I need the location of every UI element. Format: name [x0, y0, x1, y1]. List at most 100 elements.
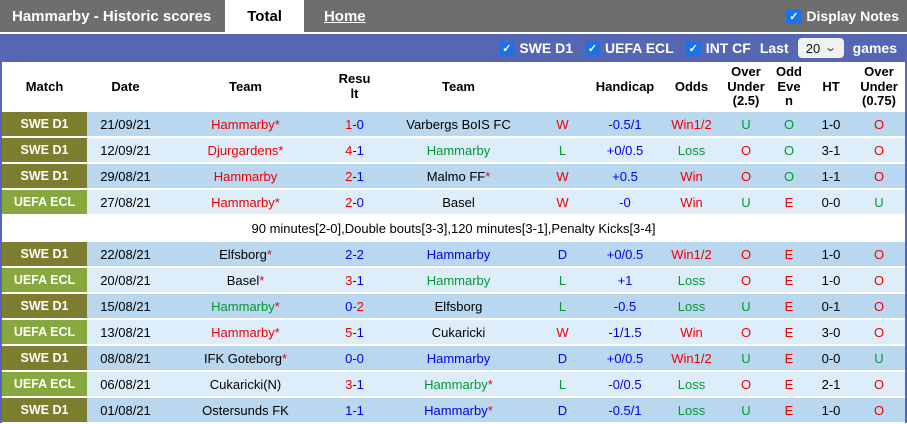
- result-letter-cell: L: [535, 268, 590, 292]
- score-away: 0: [356, 350, 364, 366]
- score-away: 1: [356, 324, 364, 340]
- team-name: Varbergs BoIS FC: [406, 116, 511, 132]
- away-team-cell: Hammarby: [382, 138, 535, 162]
- ht-cell: 1-0: [809, 268, 853, 292]
- games-label: games: [852, 40, 897, 56]
- home-team-cell: Hammarby*: [164, 190, 327, 214]
- away-team-cell: Cukaricki: [382, 320, 535, 344]
- score-away: 0: [356, 116, 364, 132]
- score-cell: 4-1: [327, 138, 382, 162]
- odd-even-cell: E: [769, 398, 809, 422]
- score-home: 2: [345, 168, 353, 184]
- date-cell: 20/08/21: [87, 268, 164, 292]
- checkbox-checked-icon[interactable]: ✓: [786, 8, 802, 24]
- display-notes-toggle[interactable]: ✓ Display Notes: [786, 0, 907, 32]
- results-table-body: SWE D1 21/09/21 Hammarby* 1-0 Varbergs BoIS …: [2, 112, 905, 422]
- handicap-cell: -0.5: [590, 294, 660, 318]
- team-name: Hammarby: [424, 402, 488, 418]
- team-name: Hammarby: [211, 194, 275, 210]
- odds-cell: Loss: [660, 294, 723, 318]
- over-under-0-75-cell: O: [853, 372, 905, 396]
- home-team-cell: Hammarby*: [164, 112, 327, 136]
- league-badge: UEFA ECL: [2, 268, 87, 292]
- result-letter-cell: D: [535, 346, 590, 370]
- star-icon: *: [487, 376, 493, 392]
- score-away: 2: [356, 246, 364, 262]
- league-filter-swe-d1[interactable]: ✓ SWE D1: [499, 40, 573, 56]
- checkbox-checked-icon[interactable]: ✓: [685, 40, 701, 56]
- ht-cell: 1-0: [809, 398, 853, 422]
- score-home: 1: [345, 402, 353, 418]
- last-games-select[interactable]: 20 ⌄: [797, 38, 844, 58]
- result-letter-cell: L: [535, 294, 590, 318]
- ht-cell: 2-1: [809, 372, 853, 396]
- ht-cell: 1-0: [809, 242, 853, 266]
- odds-cell: Win1/2: [660, 242, 723, 266]
- home-team-cell: IFK Goteborg*: [164, 346, 327, 370]
- score-away: 1: [356, 168, 364, 184]
- odds-cell: Win: [660, 164, 723, 188]
- date-cell: 08/08/21: [87, 346, 164, 370]
- handicap-cell: -0/0.5: [590, 372, 660, 396]
- team-name: Elfsborg: [434, 298, 483, 314]
- date-cell: 06/08/21: [87, 372, 164, 396]
- handicap-cell: +0/0.5: [590, 346, 660, 370]
- handicap-cell: +0.5: [590, 164, 660, 188]
- checkbox-checked-icon[interactable]: ✓: [585, 40, 601, 56]
- score-cell: 3-1: [327, 268, 382, 292]
- star-icon: *: [278, 142, 284, 158]
- league-badge: SWE D1: [2, 398, 87, 422]
- table-row: SWE D1 29/08/21 Hammarby 2-1 Malmo FF* W +0.5 W…: [2, 164, 905, 188]
- team-name: Hammarby: [211, 116, 275, 132]
- score-cell: 3-1: [327, 372, 382, 396]
- league-badge: SWE D1: [2, 346, 87, 370]
- odd-even-cell: O: [769, 164, 809, 188]
- ht-cell: 1-0: [809, 112, 853, 136]
- over-under-2-5-cell: U: [723, 398, 769, 422]
- team-name: Malmo FF: [426, 168, 486, 184]
- team-name: Hammarby: [213, 168, 278, 184]
- ht-cell: 0-1: [809, 294, 853, 318]
- league-filters: ✓ SWE D1 ✓ UEFA ECL ✓ INT CF: [499, 40, 751, 56]
- odds-cell: Win1/2: [660, 112, 723, 136]
- league-filter-int-cf[interactable]: ✓ INT CF: [685, 40, 751, 56]
- odd-even-cell: E: [769, 372, 809, 396]
- table-row: SWE D1 01/08/21 Ostersunds FK 1-1 Hammarby* D…: [2, 398, 905, 422]
- score-home: 2: [345, 246, 353, 262]
- checkbox-checked-icon[interactable]: ✓: [499, 40, 515, 56]
- table-wrap: Match Date Team Result Team Handicap Odds Over …: [0, 62, 907, 423]
- tab-total[interactable]: Total: [225, 0, 304, 32]
- league-filter-uefa-ecl[interactable]: ✓ UEFA ECL: [585, 40, 674, 56]
- table-row: SWE D1 15/08/21 Hammarby* 0-2 Elfsborg L -0.5 L…: [2, 294, 905, 318]
- team-name: Hammarby: [424, 376, 488, 392]
- over-under-0-75-cell: U: [853, 346, 905, 370]
- over-under-2-5-cell: O: [723, 164, 769, 188]
- over-under-0-75-cell: O: [853, 398, 905, 422]
- column-header: Odds: [674, 78, 709, 94]
- odds-cell: Win: [660, 190, 723, 214]
- over-under-0-75-cell: O: [853, 138, 905, 162]
- handicap-cell: +1: [590, 268, 660, 292]
- over-under-0-75-cell: O: [853, 164, 905, 188]
- over-under-2-5-cell: U: [723, 346, 769, 370]
- column-header: Odd Even: [776, 64, 802, 109]
- date-cell: 22/08/21: [87, 242, 164, 266]
- score-dash: -: [352, 402, 357, 418]
- table-row: UEFA ECL 27/08/21 Hammarby* 2-0 Basel W -0 Win U…: [2, 190, 905, 214]
- column-header: Handicap: [595, 78, 655, 94]
- ht-cell: 3-0: [809, 320, 853, 344]
- score-away: 1: [356, 402, 364, 418]
- date-cell: 27/08/21: [87, 190, 164, 214]
- away-team-cell: Hammarby*: [382, 398, 535, 422]
- team-name: Djurgardens: [207, 142, 279, 158]
- handicap-cell: -0: [590, 190, 660, 214]
- handicap-cell: +0/0.5: [590, 242, 660, 266]
- home-team-cell: Hammarby: [164, 164, 327, 188]
- star-icon: *: [266, 246, 272, 262]
- score-dash: -: [352, 168, 357, 184]
- star-icon: *: [274, 194, 280, 210]
- tab-home[interactable]: Home: [323, 7, 366, 25]
- score-home: 5: [345, 324, 353, 340]
- table-row: SWE D1 22/08/21 Elfsborg* 2-2 Hammarby D +0/0.…: [2, 242, 905, 266]
- result-letter-cell: L: [535, 138, 590, 162]
